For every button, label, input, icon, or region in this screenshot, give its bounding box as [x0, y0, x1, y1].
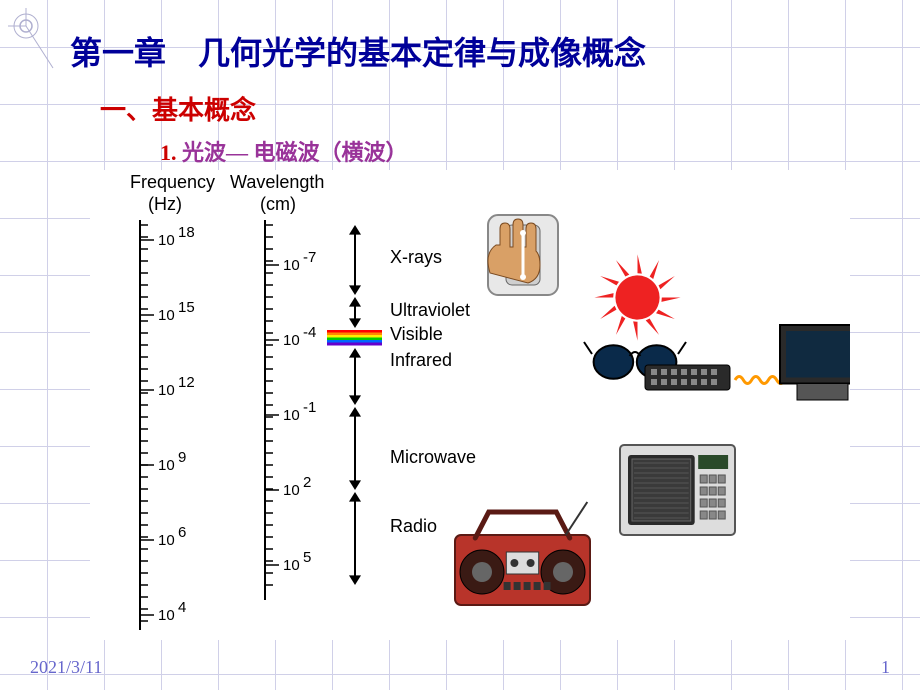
subsection-heading: 1. 光波— 电磁波（横波） — [160, 135, 408, 167]
svg-text:12: 12 — [178, 374, 195, 391]
corner-decoration — [8, 8, 78, 78]
svg-text:10: 10 — [283, 407, 300, 424]
svg-text:5: 5 — [303, 549, 311, 566]
svg-text:10: 10 — [283, 257, 300, 274]
svg-text:-4: -4 — [303, 324, 316, 341]
svg-text:4: 4 — [178, 599, 186, 616]
subsection-text: 光波— 电磁波（横波） — [177, 140, 408, 165]
svg-text:(cm): (cm) — [260, 194, 296, 214]
em-spectrum-diagram: Frequency(Hz)101810151012109106104Wavele… — [90, 170, 850, 640]
subsection-number: 1. — [160, 140, 177, 165]
svg-text:Infrared: Infrared — [390, 350, 452, 370]
svg-text:18: 18 — [178, 224, 195, 241]
svg-text:10: 10 — [283, 482, 300, 499]
svg-text:2: 2 — [303, 474, 311, 491]
svg-text:10: 10 — [283, 557, 300, 574]
svg-text:Microwave: Microwave — [390, 447, 476, 467]
svg-text:Ultraviolet: Ultraviolet — [390, 300, 470, 320]
svg-text:(Hz): (Hz) — [148, 194, 182, 214]
svg-text:10: 10 — [158, 307, 175, 324]
svg-text:10: 10 — [158, 382, 175, 399]
slide-title: 第一章 几何光学的基本定律与成像概念 — [70, 28, 646, 74]
svg-text:Visible: Visible — [390, 324, 443, 344]
svg-text:10: 10 — [158, 607, 175, 624]
svg-text:9: 9 — [178, 449, 186, 466]
svg-text:-7: -7 — [303, 249, 316, 266]
svg-text:10: 10 — [158, 532, 175, 549]
svg-text:10: 10 — [158, 457, 175, 474]
svg-text:Wavelength: Wavelength — [230, 172, 324, 192]
section-heading: 一、基本概念 — [100, 90, 256, 127]
footer-page-number: 1 — [881, 657, 890, 678]
svg-text:15: 15 — [178, 299, 195, 316]
svg-text:10: 10 — [283, 332, 300, 349]
svg-text:10: 10 — [158, 232, 175, 249]
footer-date: 2021/3/11 — [30, 657, 102, 678]
svg-text:Frequency: Frequency — [130, 172, 215, 192]
svg-text:6: 6 — [178, 524, 186, 541]
spectrum-svg: Frequency(Hz)101810151012109106104Wavele… — [90, 170, 850, 640]
title-text: 第一章 几何光学的基本定律与成像概念 — [70, 35, 646, 71]
svg-text:Radio: Radio — [390, 516, 437, 536]
section-text: 一、基本概念 — [100, 96, 256, 125]
svg-text:-1: -1 — [303, 399, 316, 416]
svg-text:X-rays: X-rays — [390, 247, 442, 267]
